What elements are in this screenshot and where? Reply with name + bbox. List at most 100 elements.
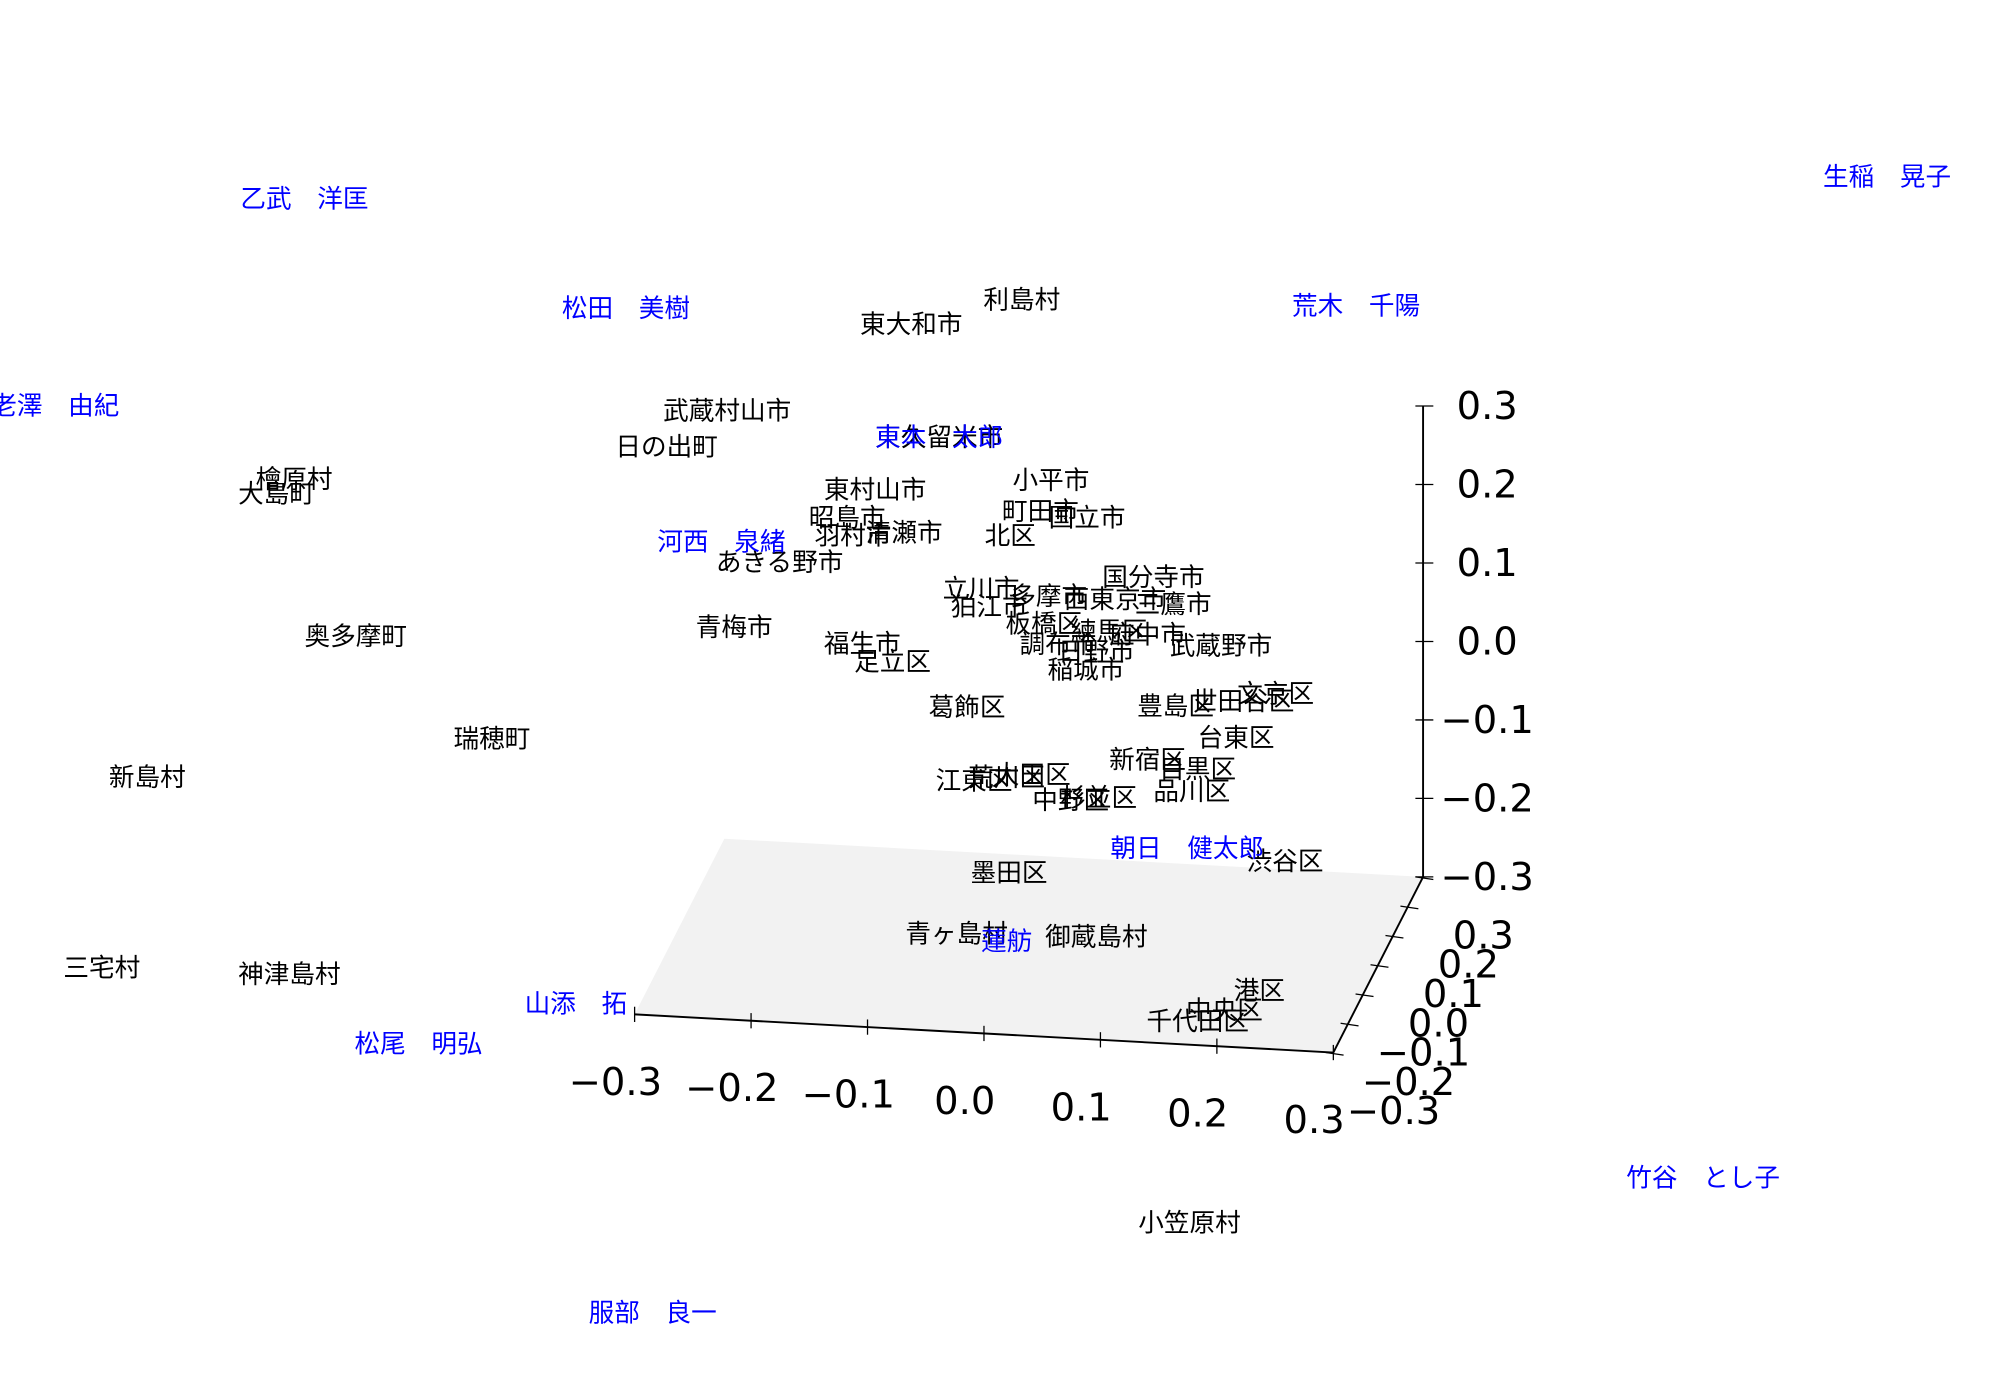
point-label: 小平市 <box>1013 466 1090 496</box>
point-label: 蓮舫 <box>981 927 1032 957</box>
point-label: 稲城市 <box>1047 656 1124 686</box>
point-label: 竹谷 とし子 <box>1626 1164 1780 1194</box>
point-label: 乙武 洋匡 <box>240 185 368 215</box>
point-label: 中野区 <box>1032 786 1109 816</box>
point-label: 三宅村 <box>63 954 140 984</box>
point-label: 西東京市 <box>1064 585 1167 615</box>
x-tick-label: −0.3 <box>569 1060 662 1105</box>
z-tick-label: −0.3 <box>1440 855 1533 900</box>
z-tick-label: −0.1 <box>1440 698 1533 743</box>
point-label: 中央区 <box>1186 996 1263 1026</box>
point-label: 墨田区 <box>971 859 1048 889</box>
point-label: 清瀬市 <box>866 519 943 549</box>
point-label: 東大和市 <box>860 310 963 340</box>
point-label: 北区 <box>985 521 1036 551</box>
y-tick-label: −0.1 <box>1377 1031 1470 1076</box>
point-label: 東村山市 <box>824 476 927 506</box>
point-label: 足立区 <box>854 648 931 678</box>
point-label: 青梅市 <box>696 613 773 643</box>
point-label: 青ヶ島村 <box>905 919 1008 949</box>
floor-pane <box>634 838 1424 1053</box>
point-label: 品川区 <box>1153 777 1230 807</box>
point-label: 立川市 <box>943 575 1020 605</box>
point-label: 渋谷区 <box>1247 847 1324 877</box>
x-tick-label: 0.2 <box>1167 1092 1228 1137</box>
point-label: 練馬区 <box>1071 617 1148 647</box>
point-label: 羽村市 <box>815 521 892 551</box>
point-label: 台東区 <box>1198 724 1275 754</box>
y-axis <box>1332 876 1424 1053</box>
y-tick-label: −0.3 <box>1347 1089 1440 1134</box>
x-tick-label: −0.1 <box>802 1073 895 1118</box>
point-label: 大島町 <box>238 480 315 510</box>
y-tick <box>1385 934 1404 939</box>
point-label: 武蔵野市 <box>1170 632 1273 662</box>
point-label: 府中市 <box>1109 621 1186 651</box>
y-tick-label: 0.1 <box>1423 972 1484 1017</box>
y-tick-label: 0.2 <box>1438 943 1499 988</box>
point-label: 福生市 <box>824 629 901 659</box>
point-label: 大田区 <box>994 760 1071 790</box>
point-label: 豊島区 <box>1137 692 1214 722</box>
point-label: 調布市 <box>1020 630 1097 660</box>
point-label: 利島村 <box>983 286 1060 316</box>
x-tick-label: −0.2 <box>685 1066 778 1111</box>
point-label: 国分寺市 <box>1102 563 1205 593</box>
point-label: 山添 拓 <box>525 990 628 1020</box>
z-tick-label: −0.2 <box>1440 777 1533 822</box>
point-label: 三鷹市 <box>1135 590 1212 620</box>
x-tick-label: 0.0 <box>934 1079 995 1124</box>
z-tick-label: 0.1 <box>1457 541 1518 586</box>
point-label: 千代田区 <box>1146 1007 1249 1037</box>
point-label: 日の出町 <box>615 433 718 463</box>
point-label: 松田 美樹 <box>562 294 690 324</box>
z-tick-label: 0.2 <box>1457 463 1518 508</box>
point-label: 瑞穂町 <box>454 725 531 755</box>
point-label: 杉並区 <box>1060 784 1137 814</box>
y-tick <box>1340 1022 1359 1027</box>
point-label: 松尾 明弘 <box>355 1030 483 1060</box>
point-label: 新島村 <box>109 763 186 793</box>
point-label: 荒川区 <box>968 763 1045 793</box>
point-label: 服部 良一 <box>589 1298 717 1328</box>
point-label: 檜原村 <box>256 465 333 495</box>
y-tick-label: 0.3 <box>1453 914 1514 959</box>
x-tick-label: 0.3 <box>1284 1098 1345 1143</box>
point-label: 江東区 <box>936 767 1013 797</box>
point-label: 小笠原村 <box>1138 1208 1241 1238</box>
point-label: 神津島村 <box>238 960 341 990</box>
y-tick <box>1325 1051 1344 1056</box>
point-label: 朝日 健太郎 <box>1110 834 1264 864</box>
point-label: 狛江市 <box>951 592 1028 622</box>
point-label: 河西 泉緒 <box>657 528 785 558</box>
point-label: 昭島市 <box>809 504 886 534</box>
point-label: 荒木 千陽 <box>1292 291 1420 321</box>
y-tick-label: −0.2 <box>1362 1060 1455 1105</box>
point-label: 東本 太郎 <box>875 423 1003 453</box>
y-tick <box>1400 905 1419 910</box>
point-label: 新宿区 <box>1109 745 1186 775</box>
y-tick-label: 0.0 <box>1408 1001 1469 1046</box>
point-label: 日野市 <box>1058 637 1135 667</box>
z-tick-label: 0.3 <box>1457 384 1518 429</box>
point-label: 武蔵村山市 <box>663 397 791 427</box>
x-tick-label: 0.1 <box>1051 1085 1112 1130</box>
point-label: 生稲 晃子 <box>1823 163 1951 193</box>
point-label: 目黒区 <box>1159 755 1236 785</box>
point-label: 文京区 <box>1237 679 1314 709</box>
point-label: 国立市 <box>1049 504 1126 534</box>
point-label: あきる野市 <box>716 548 844 578</box>
y-tick <box>1355 993 1374 998</box>
point-label: 奥多摩町 <box>304 622 407 652</box>
point-label: 葛飾区 <box>929 693 1006 723</box>
point-label: 海老澤 由紀 <box>0 392 119 422</box>
z-tick-label: 0.0 <box>1457 620 1518 665</box>
point-label: 東久留米市 <box>875 423 1003 453</box>
point-label: 町田市 <box>1002 497 1079 527</box>
y-tick <box>1370 964 1389 968</box>
point-label: 板橋区 <box>1006 610 1083 640</box>
point-label: 世田谷区 <box>1192 687 1295 717</box>
point-label: 港区 <box>1234 977 1285 1007</box>
